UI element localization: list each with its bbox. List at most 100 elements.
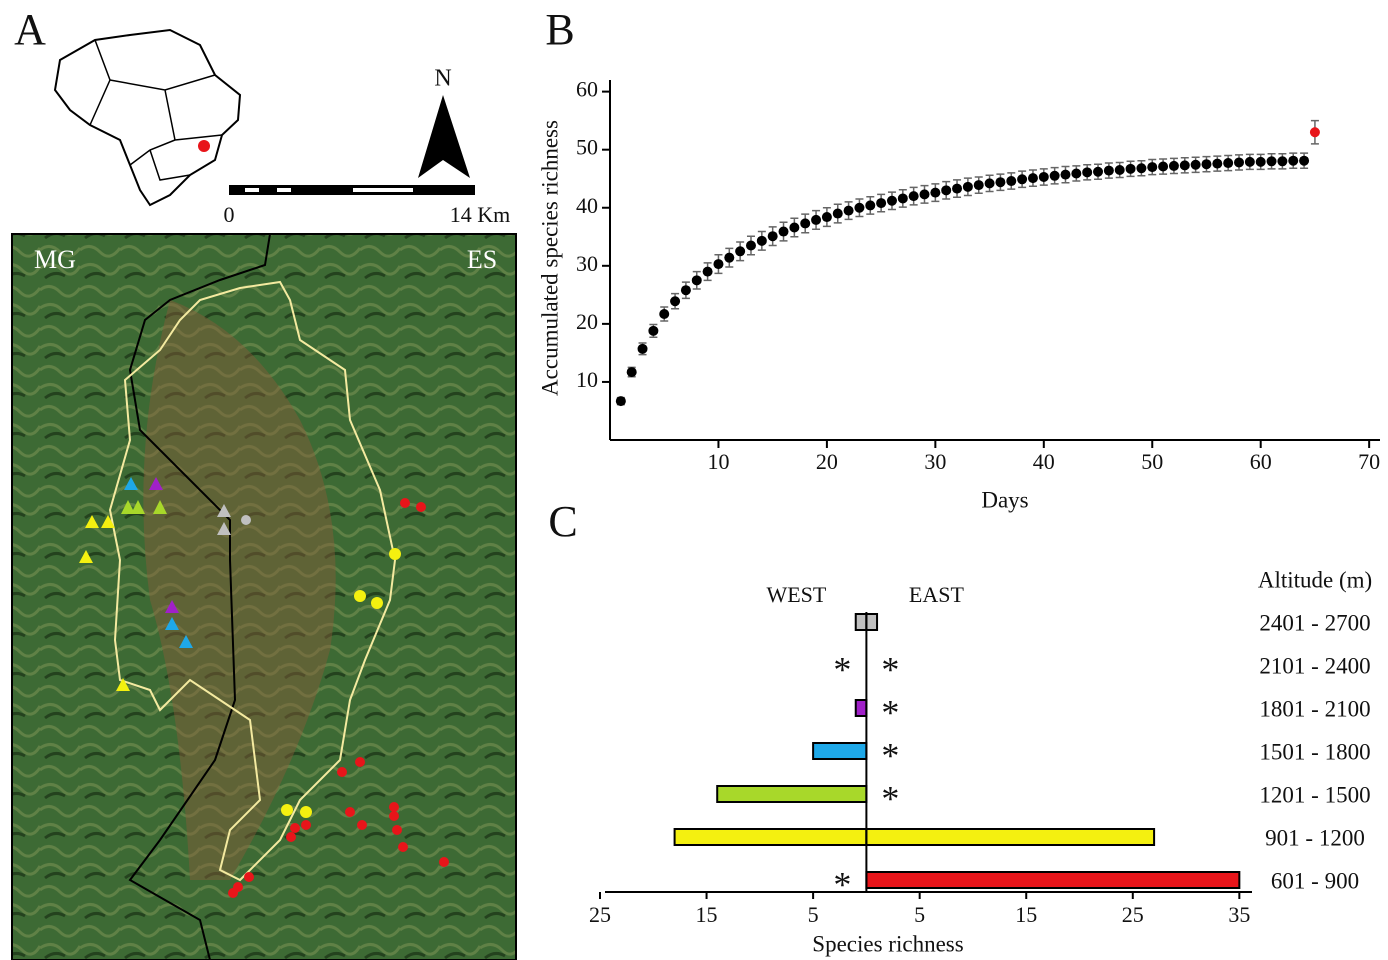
data-point [1082, 167, 1093, 178]
panel-label: B [545, 5, 574, 54]
data-point [984, 178, 995, 189]
panel-label: C [548, 497, 577, 546]
category-label: 601 - 900 [1271, 868, 1359, 893]
data-point [1114, 165, 1125, 175]
data-point [724, 252, 735, 263]
data-point [1093, 166, 1104, 177]
x-tick-label: 35 [1228, 902, 1250, 927]
bar [865, 828, 1156, 846]
data-point [1060, 169, 1071, 180]
x-tick-label: 5 [914, 902, 925, 927]
value-label: * [881, 778, 899, 818]
data-point [876, 198, 887, 209]
data-point [1125, 163, 1136, 174]
category-label: 1801 - 2100 [1259, 696, 1370, 721]
y-tick-label: 30 [576, 251, 598, 276]
scale-bar [353, 188, 413, 192]
x-tick-label: 25 [589, 902, 611, 927]
value-label: * [833, 649, 851, 689]
x-axis-label: Days [981, 487, 1028, 512]
data-point [789, 222, 800, 233]
region-label: MG [34, 245, 76, 274]
data-point [1158, 161, 1169, 172]
data-point [941, 185, 952, 196]
data-point [778, 226, 789, 237]
data-point [865, 200, 876, 211]
data-point [832, 208, 843, 219]
y-axis-label: Accumulated species richness [537, 120, 562, 396]
data-point [1147, 162, 1158, 173]
data-point [756, 235, 767, 246]
data-point [897, 193, 908, 204]
panel-label: A [14, 5, 46, 54]
country-outline [53, 28, 242, 207]
data-point [1038, 171, 1049, 182]
x-tick-label: 10 [707, 449, 729, 474]
x-tick-label: 50 [1141, 449, 1163, 474]
data-point [1136, 163, 1147, 174]
site-markers [79, 477, 449, 898]
data-point [908, 191, 919, 202]
data-point [1201, 159, 1212, 170]
data-point [1027, 173, 1038, 184]
state-borders [89, 39, 223, 181]
location-dot [198, 140, 210, 152]
value-label: * [833, 864, 851, 904]
data-point [691, 275, 702, 286]
data-point [713, 259, 724, 270]
data-point [1288, 155, 1299, 166]
bar [716, 785, 868, 803]
bar [673, 828, 868, 846]
data-point [843, 205, 854, 216]
data-point [670, 296, 681, 307]
data-point [626, 367, 637, 378]
x-tick-label: 60 [1250, 449, 1272, 474]
data-point [854, 202, 865, 213]
scale-bar [229, 185, 475, 195]
data-point [735, 246, 746, 257]
park-boundary [108, 280, 397, 882]
data-point [800, 218, 811, 229]
x-tick-label: 20 [816, 449, 838, 474]
bar [854, 699, 868, 717]
scale-bar [245, 188, 259, 192]
data-point [1244, 156, 1255, 167]
data-point [919, 189, 930, 200]
y-tick-label: 50 [576, 135, 598, 160]
x-tick-label: 15 [1015, 902, 1037, 927]
category-title: Altitude (m) [1258, 567, 1372, 592]
category-label: 901 - 1200 [1265, 825, 1365, 850]
data-point [767, 231, 778, 242]
data-point [995, 177, 1006, 188]
legend-label: EAST [909, 582, 965, 607]
data-point [1223, 158, 1234, 169]
mountain-area [143, 300, 336, 880]
data-point [1309, 127, 1320, 138]
data-point [930, 187, 941, 198]
x-tick-label: 30 [924, 449, 946, 474]
x-tick-label: 70 [1358, 449, 1380, 474]
category-label: 1501 - 1800 [1259, 739, 1370, 764]
region-label: ES [467, 245, 497, 274]
data-point [1103, 165, 1114, 176]
state-border [128, 233, 271, 960]
data-point [615, 396, 626, 407]
data-point [1255, 156, 1266, 167]
data-point [1234, 157, 1245, 168]
data-point [659, 309, 670, 319]
data-point [648, 325, 659, 336]
data-point [886, 195, 897, 206]
data-point [1212, 158, 1223, 169]
category-label: 2101 - 2400 [1259, 653, 1370, 678]
bar [854, 613, 868, 631]
scale-bar [277, 188, 291, 192]
data-point [745, 240, 756, 251]
data-point [1006, 176, 1017, 187]
data-point [962, 181, 973, 192]
value-label: * [881, 735, 899, 775]
data-point [1299, 155, 1310, 166]
y-tick-label: 60 [576, 77, 598, 102]
legend-label: WEST [766, 582, 826, 607]
data-point [952, 183, 963, 194]
